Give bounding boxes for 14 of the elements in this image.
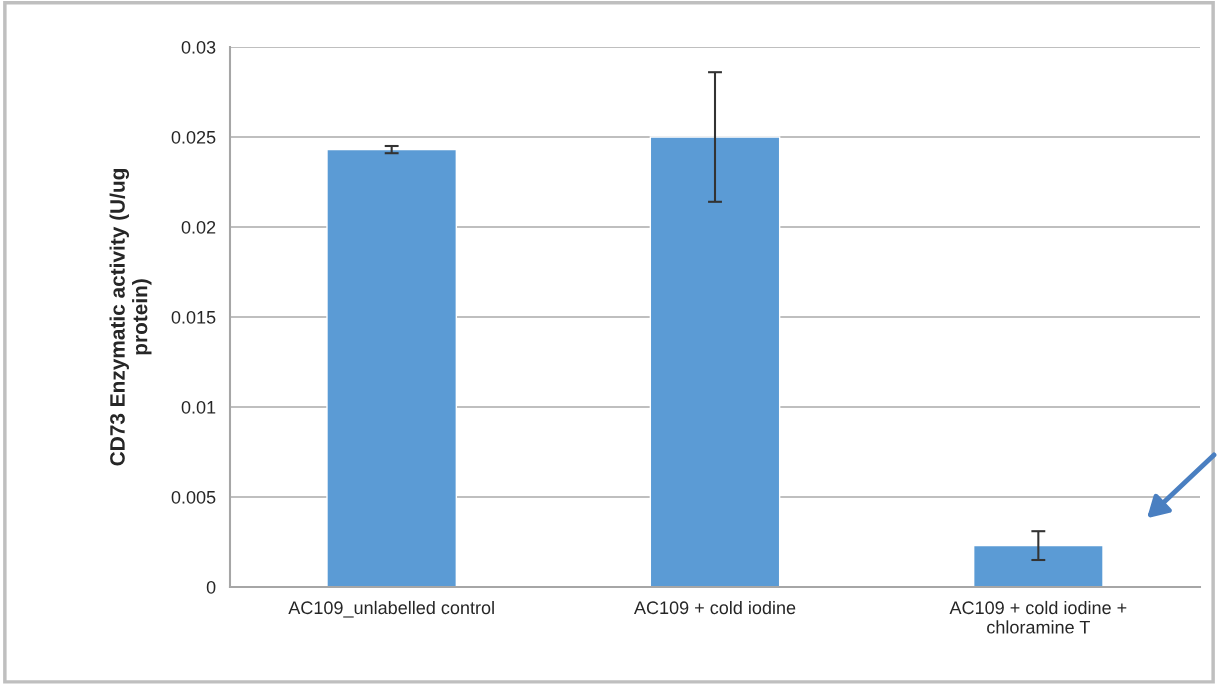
bar — [649, 136, 781, 587]
y-axis-title: CD73 Enzymatic activity (U/ug protein) — [109, 169, 152, 466]
y-tick-label: 0.02 — [181, 220, 216, 234]
x-tick-label: AC109 + cold iodine — [633, 600, 796, 615]
y-tick-label: 0.025 — [171, 130, 216, 144]
bar — [972, 544, 1104, 587]
x-tick-label: AC109 + cold iodine + chloramine T — [949, 600, 1127, 634]
x-tick-label: AC109_unlabelled control — [288, 600, 494, 618]
bar — [326, 148, 458, 587]
y-tick-label: 0.01 — [181, 400, 216, 414]
y-tick-label: 0.005 — [171, 490, 216, 504]
y-tick-label: 0.03 — [181, 40, 216, 54]
y-tick-label: 0 — [206, 580, 216, 594]
y-tick-label: 0.015 — [171, 310, 216, 324]
